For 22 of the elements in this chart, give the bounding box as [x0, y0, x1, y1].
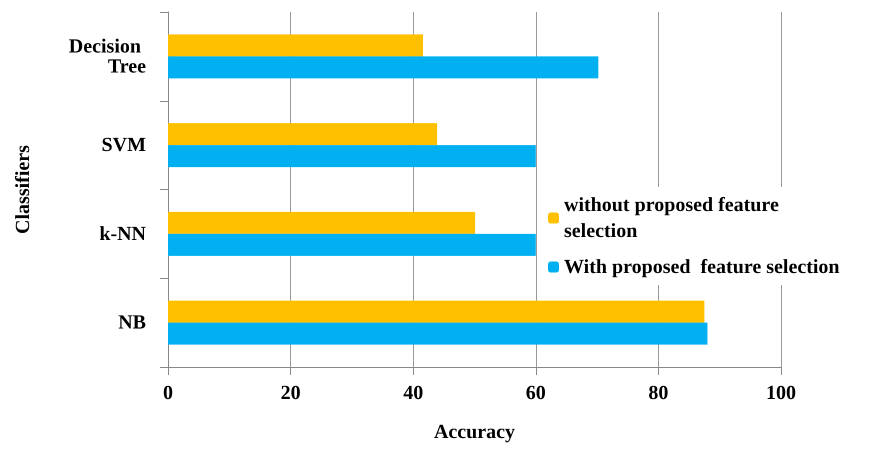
bar: [168, 212, 476, 234]
bar: [168, 123, 438, 146]
bar: [168, 234, 536, 256]
bar: [168, 56, 598, 78]
bar: [168, 34, 424, 56]
legend-label: without proposed feature selection: [564, 194, 784, 242]
bar: [168, 300, 704, 323]
x-tick-label: 40: [403, 382, 424, 404]
y-tick-label: NB: [118, 312, 146, 334]
legend-label: With proposed feature selection: [564, 256, 840, 278]
y-tick-label: k-NN: [99, 222, 147, 245]
x-tick-label: 100: [766, 382, 796, 404]
y-tick-label: Decision Tree: [68, 35, 146, 78]
bar: [168, 145, 536, 168]
bar: [168, 322, 708, 345]
x-axis-title: Accuracy: [434, 421, 516, 443]
y-axis-title: Classifiers: [12, 144, 34, 234]
y-tick-label: SVM: [102, 134, 146, 156]
x-tick-label: 80: [648, 382, 668, 404]
x-tick-label: 60: [526, 382, 546, 404]
x-tick-label: 0: [163, 382, 173, 404]
x-tick-label: 20: [280, 382, 301, 404]
